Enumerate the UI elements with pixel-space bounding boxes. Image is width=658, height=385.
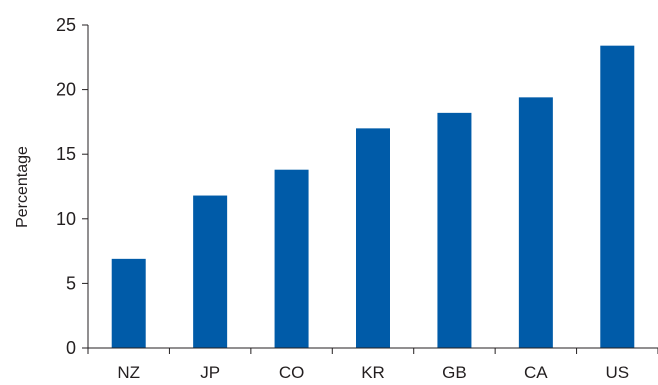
x-tick-label-gb: GB — [442, 363, 467, 380]
bar-ca — [518, 97, 553, 348]
y-axis-label: Percentage — [14, 146, 31, 228]
y-tick-label: 5 — [66, 273, 76, 293]
y-tick-label: 20 — [56, 80, 76, 100]
x-tick-label-kr: KR — [361, 363, 385, 380]
y-tick-label: 25 — [56, 15, 76, 35]
y-tick-label: 15 — [56, 144, 76, 164]
bars-layer — [111, 45, 635, 349]
bar-jp — [193, 195, 228, 348]
bar-nz — [111, 258, 146, 348]
labels-layer: 0 5 10 15 20 25 NZ JP CO KR GB CA US — [56, 15, 629, 382]
bar-kr — [356, 128, 390, 348]
bar-gb — [437, 112, 472, 348]
x-tick-label-jp: JP — [200, 363, 220, 380]
x-tick-label-co: CO — [279, 363, 305, 380]
axes-layer — [82, 24, 658, 354]
x-tick-label-ca: CA — [524, 363, 548, 380]
y-tick-label: 10 — [56, 209, 76, 229]
y-tick-label: 0 — [66, 338, 76, 358]
bar-co — [274, 169, 309, 348]
x-tick-label-us: US — [605, 363, 629, 380]
x-tick-label-nz: NZ — [117, 363, 140, 380]
bar-us — [600, 45, 635, 349]
